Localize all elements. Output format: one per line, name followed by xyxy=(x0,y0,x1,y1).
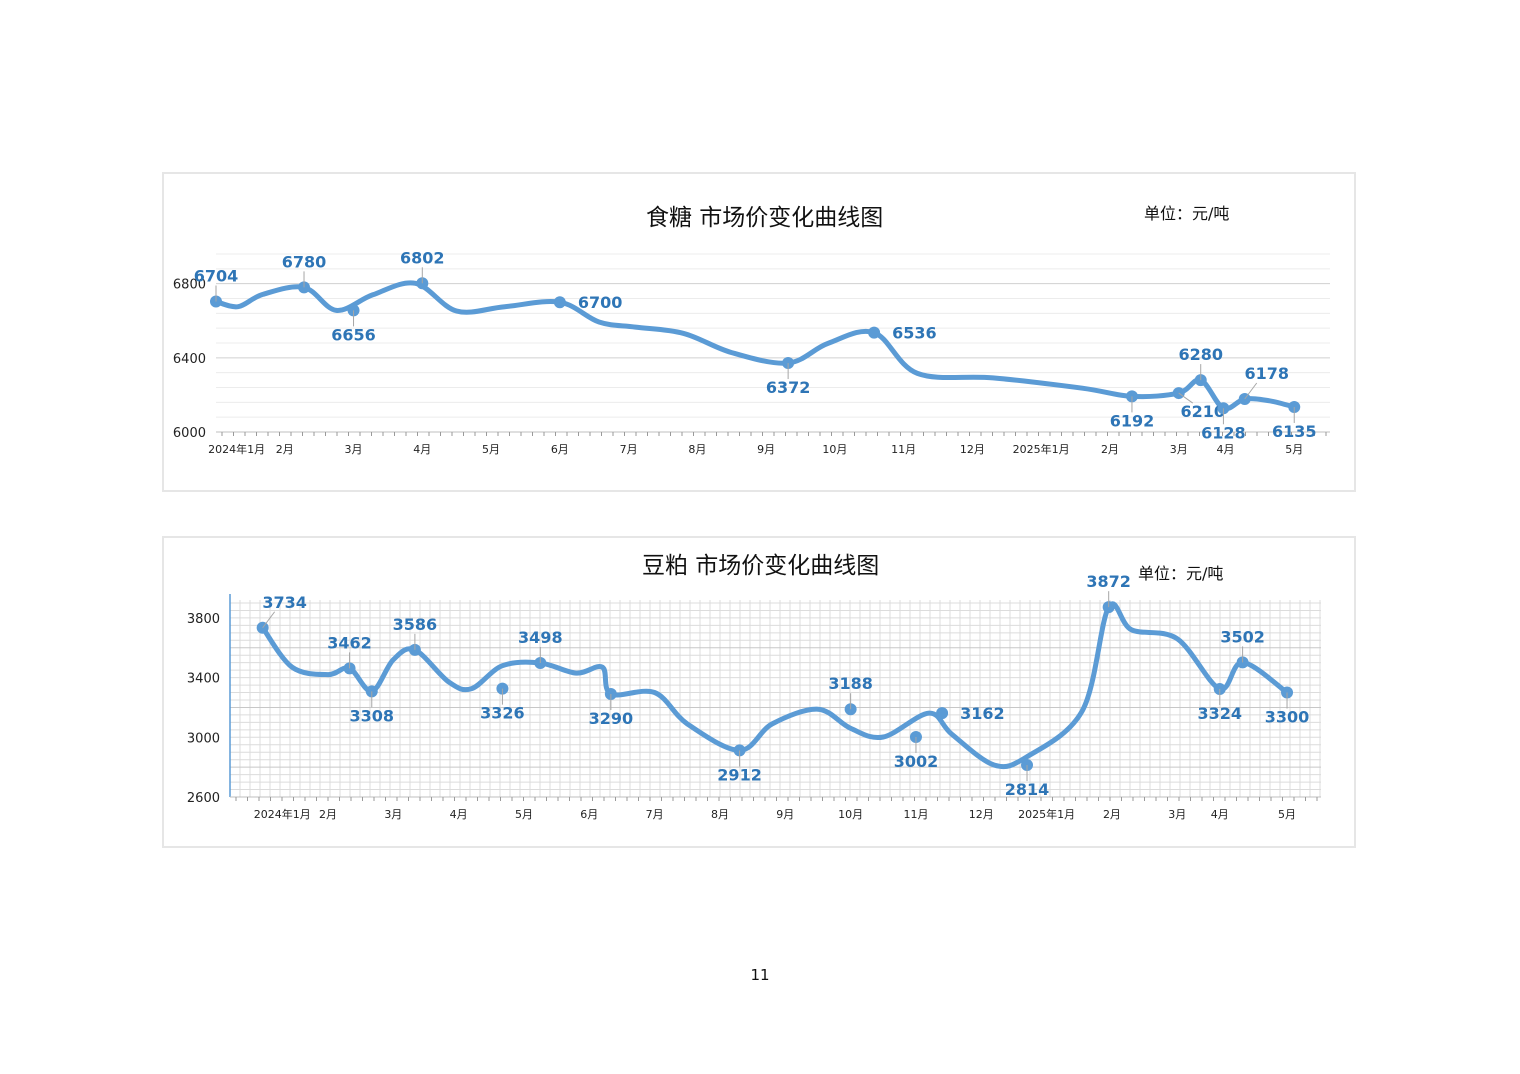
x-tick-label: 8月 xyxy=(711,808,729,821)
data-label: 3002 xyxy=(894,752,939,771)
data-label: 3324 xyxy=(1197,704,1242,723)
data-label: 3308 xyxy=(349,706,394,725)
x-tick-label: 5月 xyxy=(1278,808,1296,821)
label-leader-line xyxy=(1178,392,1194,404)
x-tick-label: 5月 xyxy=(482,443,500,456)
gridlines xyxy=(216,253,1330,433)
data-label: 3586 xyxy=(393,615,438,634)
x-tick-label: 4月 xyxy=(413,443,431,456)
x-tick-label: 7月 xyxy=(646,808,664,821)
data-point-marker xyxy=(1281,686,1294,699)
chart-title: 豆粕 市场价变化曲线图 xyxy=(642,553,880,579)
data-point-marker xyxy=(868,326,881,339)
unit-label: 单位：元/吨 xyxy=(1144,204,1230,223)
x-tick-label: 6月 xyxy=(580,808,598,821)
x-minor-ticks xyxy=(235,797,1318,801)
x-tick-label: 2025年1月 xyxy=(1013,442,1070,456)
data-point-marker xyxy=(936,707,949,720)
x-minor-ticks xyxy=(221,432,1327,436)
data-label: 2912 xyxy=(717,765,762,784)
data-label: 6656 xyxy=(331,325,376,344)
x-tick-label: 2月 xyxy=(1101,443,1119,456)
data-label: 3162 xyxy=(960,704,1005,723)
sugar-chart-panel: 食糖 市场价变化曲线图 单位：元/吨 6000 6400 6800 2024年1月 2月… xyxy=(162,172,1356,492)
data-label: 3290 xyxy=(589,709,634,728)
data-label: 6210 xyxy=(1180,402,1225,421)
x-tick-label: 3月 xyxy=(1168,808,1186,821)
data-label: 6135 xyxy=(1272,422,1317,441)
label-leader-line xyxy=(1244,382,1258,400)
x-tick-label: 11月 xyxy=(891,443,916,456)
data-label: 6178 xyxy=(1244,364,1289,383)
data-label: 6372 xyxy=(766,378,811,397)
x-tick-label: 12月 xyxy=(969,808,994,821)
y-tick-label: 6400 xyxy=(173,352,206,367)
x-tick-label: 3月 xyxy=(1170,443,1188,456)
data-label: 3300 xyxy=(1265,708,1310,727)
x-tick-label: 4月 xyxy=(1216,443,1234,456)
data-label: 6128 xyxy=(1201,423,1246,442)
data-label: 6280 xyxy=(1178,345,1223,364)
data-label: 3462 xyxy=(327,633,372,652)
x-tick-label: 2月 xyxy=(319,808,337,821)
y-tick-label: 6000 xyxy=(173,426,206,441)
y-tick-label: 3000 xyxy=(187,731,220,746)
x-tick-label: 9月 xyxy=(757,443,775,456)
x-tick-label: 3月 xyxy=(345,443,363,456)
data-label: 3188 xyxy=(828,674,873,693)
label-leader-line xyxy=(262,611,276,629)
data-point-marker xyxy=(1238,392,1251,405)
series-line xyxy=(213,280,1297,412)
data-label: 3326 xyxy=(480,704,525,723)
data-point-marker xyxy=(416,277,429,290)
x-tick-label: 2月 xyxy=(276,443,294,456)
y-tick-label: 3400 xyxy=(187,672,220,687)
data-label: 2814 xyxy=(1005,780,1050,799)
x-tick-label: 10月 xyxy=(822,443,847,456)
y-tick-label: 2600 xyxy=(187,791,220,806)
x-tick-label: 7月 xyxy=(620,443,638,456)
x-tick-label: 5月 xyxy=(1285,443,1303,456)
x-tick-label: 10月 xyxy=(838,808,863,821)
data-point-marker xyxy=(909,731,922,744)
x-tick-label: 8月 xyxy=(688,443,706,456)
y-tick-label: 3800 xyxy=(187,612,220,627)
chart-title: 食糖 市场价变化曲线图 xyxy=(646,205,884,231)
x-tick-label: 2024年1月 xyxy=(254,807,311,821)
page-number: 11 xyxy=(750,966,770,984)
x-tick-label: 11月 xyxy=(903,808,928,821)
x-tick-label: 2025年1月 xyxy=(1018,807,1075,821)
data-point-marker xyxy=(844,703,857,716)
data-label: 6536 xyxy=(892,324,937,343)
x-tick-label: 9月 xyxy=(776,808,794,821)
x-tick-label: 4月 xyxy=(450,808,468,821)
data-label: 6780 xyxy=(282,252,327,271)
sugar-price-chart: 6000 6400 6800 2024年1月 2月 3月 4月 5月 6月 7月 8月 9月 10月 11… xyxy=(173,248,1330,456)
data-label: 6802 xyxy=(400,248,445,267)
data-point-marker xyxy=(604,688,617,701)
x-tick-label: 5月 xyxy=(515,808,533,821)
soybean-meal-price-chart: 2600 3000 3400 3800 2024年1月 2月 3月 4月 5月 6月 7月 8月 9月 1… xyxy=(187,572,1321,821)
data-label: 3498 xyxy=(518,628,563,647)
data-point-marker xyxy=(553,296,566,309)
data-label: 6192 xyxy=(1110,411,1155,430)
data-label: 3502 xyxy=(1220,627,1265,646)
data-point-marker xyxy=(408,643,421,656)
data-point-marker xyxy=(210,295,222,308)
data-label: 6700 xyxy=(578,293,623,312)
y-tick-label: 6800 xyxy=(173,278,206,293)
x-tick-label: 12月 xyxy=(960,443,985,456)
soybean-meal-chart-panel: 豆粕 市场价变化曲线图 单位：元/吨 2600 3000 3400 3800 2024年… xyxy=(162,536,1356,848)
unit-label: 单位：元/吨 xyxy=(1138,564,1224,583)
x-tick-label: 6月 xyxy=(551,443,569,456)
x-tick-label: 2024年1月 xyxy=(208,442,265,456)
data-label: 3734 xyxy=(262,593,307,612)
x-tick-label: 4月 xyxy=(1211,808,1229,821)
x-tick-label: 2月 xyxy=(1103,808,1121,821)
data-label: 3872 xyxy=(1086,572,1131,591)
data-label: 6704 xyxy=(194,266,239,285)
x-tick-label: 3月 xyxy=(384,808,402,821)
